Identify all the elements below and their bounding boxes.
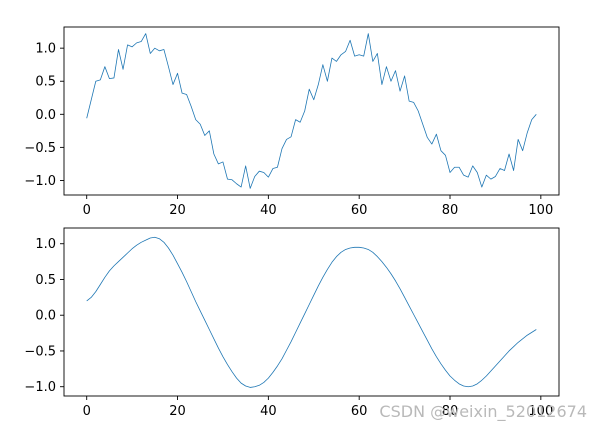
bottom-y-tick-label: 1.0 [35, 237, 56, 252]
top-x-tick-label: 20 [169, 203, 186, 218]
bottom-series-line-0 [86, 236, 537, 388]
bottom-y-tick-label: 0.5 [35, 273, 56, 288]
bottom-x-tick-label: 100 [528, 404, 553, 419]
top-axes-frame [63, 26, 560, 196]
bottom-x-tick-label: 20 [169, 404, 186, 419]
top-y-tick-label: 0.0 [35, 108, 56, 123]
top-y-tick-label: 1.0 [35, 42, 56, 57]
bottom-x-tick-label: 40 [260, 404, 277, 419]
top-y-tick-label: 0.5 [35, 75, 56, 90]
top-x-tick-label: 60 [351, 203, 368, 218]
bottom-x-tick-label: 60 [351, 404, 368, 419]
bottom-y-tick-label: 0.0 [35, 309, 56, 324]
top-x-tick-label: 0 [83, 203, 91, 218]
top-subplot: 0 20 40 60 80 100 −1.0 −0.5 0.0 0.5 1.0 [24, 26, 560, 218]
top-series-line-0 [86, 33, 537, 189]
top-x-tick-label: 100 [528, 203, 553, 218]
top-y-tick-label: −0.5 [24, 141, 56, 156]
bottom-y-tick-label: −0.5 [24, 344, 56, 359]
bottom-x-tick-label: 0 [83, 404, 91, 419]
bottom-x-tick-label: 80 [442, 404, 459, 419]
bottom-axes-frame [63, 227, 560, 397]
bottom-subplot: 0 20 40 60 80 100 −1.0 −0.5 0.0 0.5 1.0 [24, 227, 560, 419]
bottom-y-tick-label: −1.0 [24, 380, 56, 395]
top-y-tick-label: −1.0 [24, 174, 56, 189]
watermark-text: CSDN @weixin_52012674 [379, 402, 587, 421]
top-x-tick-label: 80 [442, 203, 459, 218]
top-x-tick-label: 40 [260, 203, 277, 218]
